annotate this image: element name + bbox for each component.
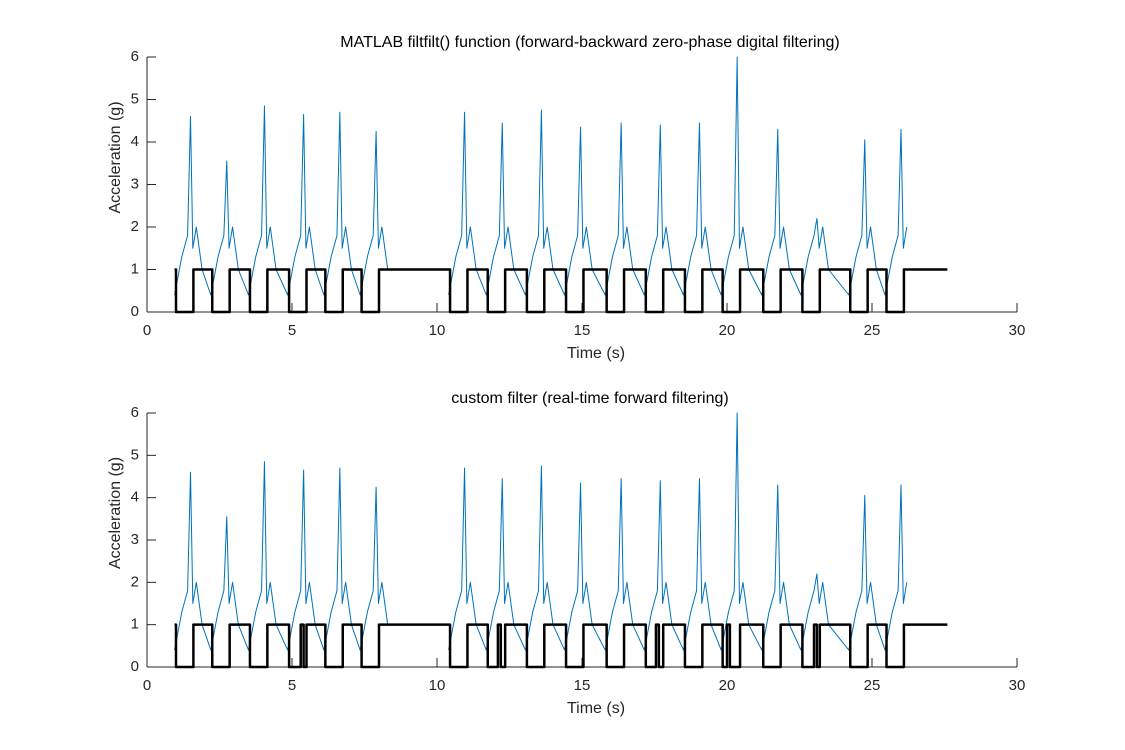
y-tick-label: 2: [131, 218, 139, 235]
x-tick-label: 15: [574, 677, 591, 694]
data-line: [174, 412, 908, 651]
data-line: [174, 623, 948, 669]
x-axis-label: Time (s): [567, 345, 625, 362]
y-tick-label: 4: [131, 489, 139, 506]
y-tick-label: 2: [131, 573, 139, 590]
y-axis-label: Acceleration (g): [107, 457, 124, 569]
data-line: [174, 268, 948, 314]
y-tick-label: 5: [131, 90, 139, 107]
x-tick-label: 10: [429, 677, 446, 694]
y-tick-label: 0: [131, 303, 139, 320]
y-tick-label: 5: [131, 446, 139, 463]
chart-title: MATLAB filtfilt() function (forward-back…: [340, 34, 839, 51]
chart-title: custom filter (real-time forward filteri…: [451, 390, 728, 407]
x-tick-label: 20: [719, 677, 736, 694]
y-tick-label: 6: [131, 48, 139, 65]
x-tick-label: 10: [429, 322, 446, 339]
x-tick-label: 5: [288, 322, 296, 339]
x-tick-label: 0: [143, 677, 151, 694]
x-tick-label: 30: [1009, 322, 1026, 339]
data-line: [174, 56, 908, 296]
y-tick-label: 0: [131, 658, 139, 675]
y-axis-label: Acceleration (g): [107, 101, 124, 213]
x-tick-label: 0: [143, 322, 151, 339]
x-tick-label: 30: [1009, 677, 1026, 694]
y-tick-label: 3: [131, 531, 139, 548]
y-tick-label: 6: [131, 404, 139, 421]
x-tick-label: 20: [719, 322, 736, 339]
x-tick-label: 5: [288, 677, 296, 694]
x-tick-label: 15: [574, 322, 591, 339]
y-tick-label: 3: [131, 175, 139, 192]
x-tick-label: 25: [864, 322, 881, 339]
y-tick-label: 1: [131, 260, 139, 277]
x-tick-label: 25: [864, 677, 881, 694]
y-tick-label: 4: [131, 133, 139, 150]
x-axis-label: Time (s): [567, 700, 625, 717]
y-tick-label: 1: [131, 616, 139, 633]
